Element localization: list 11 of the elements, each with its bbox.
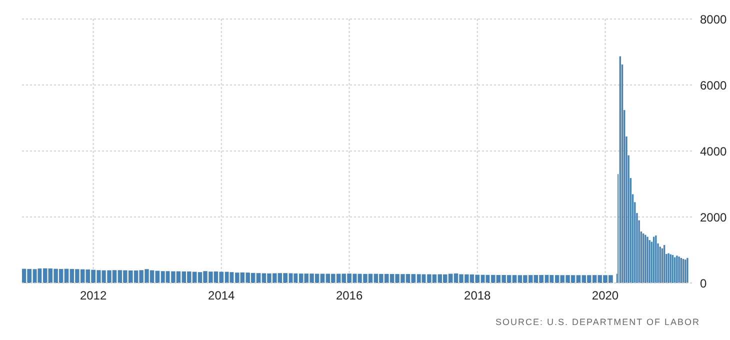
y-tick-label: 6000 bbox=[700, 78, 728, 92]
y-tick-label: 2000 bbox=[700, 210, 728, 224]
x-tick-label: 2014 bbox=[208, 288, 236, 303]
y-tick-label: 4000 bbox=[700, 144, 728, 158]
x-tick-label: 2016 bbox=[336, 288, 363, 303]
y-tick-label: 0 bbox=[700, 276, 707, 290]
x-tick-label: 2012 bbox=[80, 288, 107, 303]
y-tick-label: 8000 bbox=[700, 12, 728, 26]
x-tick-label: 2018 bbox=[464, 288, 492, 303]
x-tick-label: 2020 bbox=[592, 288, 619, 303]
source-note: SOURCE: U.S. DEPARTMENT OF LABOR bbox=[494, 317, 701, 327]
